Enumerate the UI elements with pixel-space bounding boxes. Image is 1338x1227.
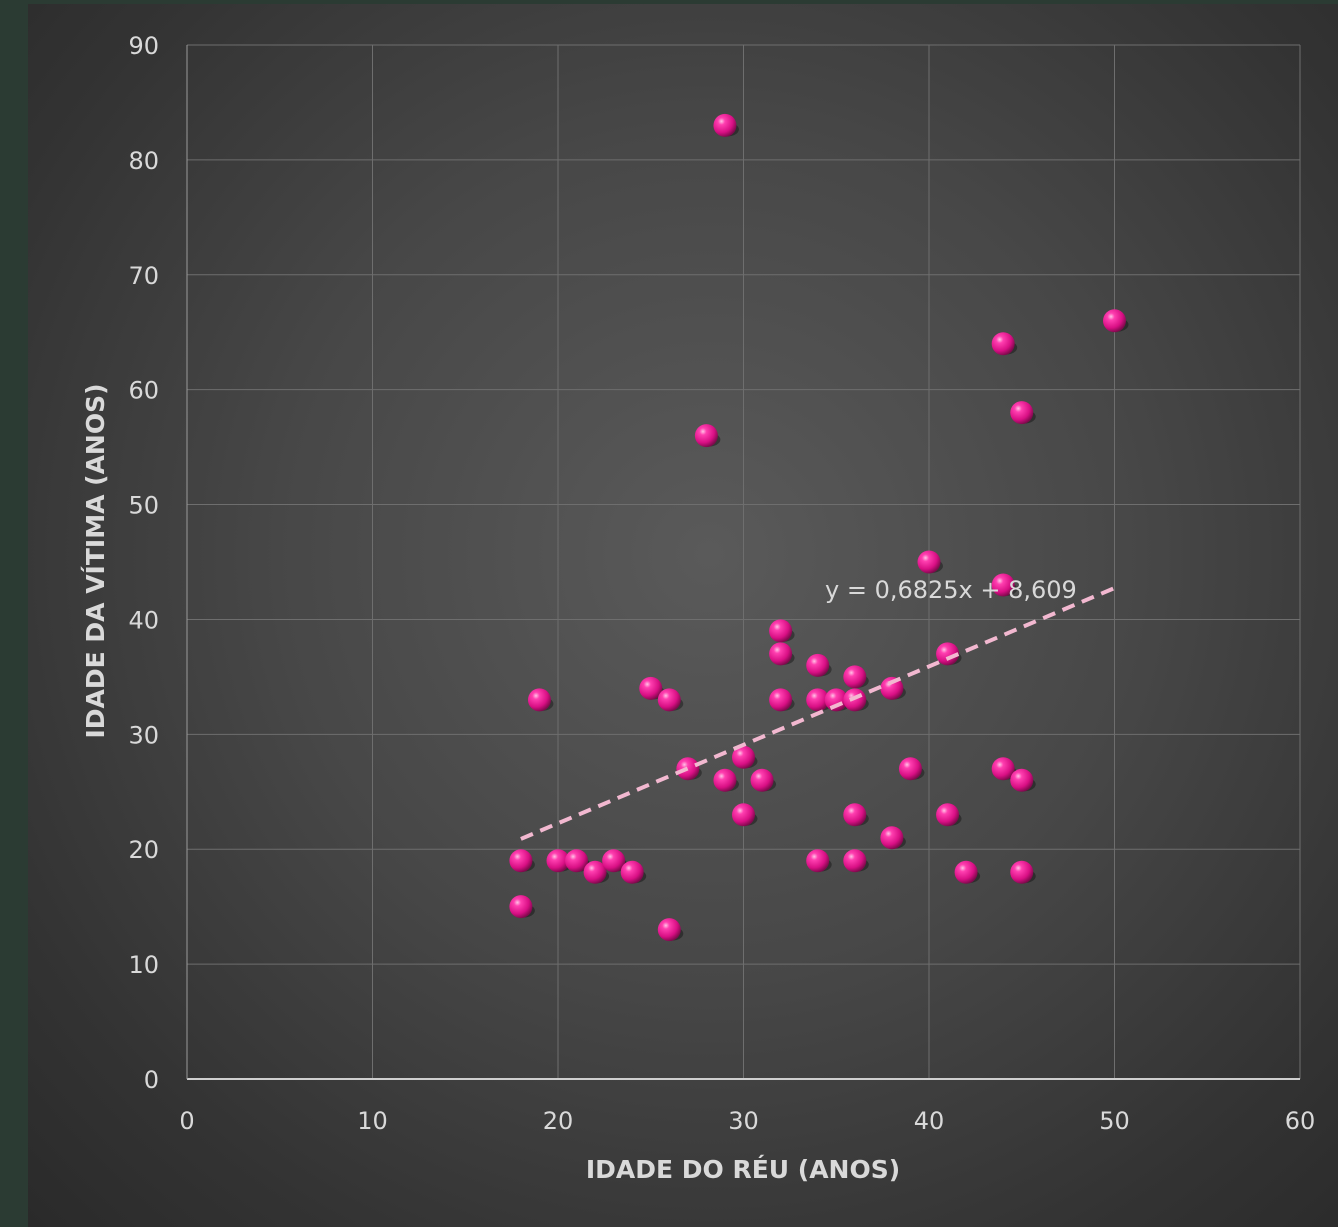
data-point <box>880 826 904 850</box>
data-point <box>713 113 737 137</box>
trendline-equation: y = 0,6825x + 8,609 <box>825 576 1077 604</box>
y-tick-label: 0 <box>144 1066 159 1094</box>
data-point <box>936 803 960 827</box>
data-point <box>583 860 607 884</box>
x-tick-label: 0 <box>179 1107 194 1135</box>
y-tick-label: 40 <box>128 606 159 634</box>
data-points <box>509 113 1129 942</box>
data-point <box>713 768 737 792</box>
data-point <box>954 860 978 884</box>
data-point <box>694 424 718 448</box>
y-tick-label: 60 <box>128 377 159 405</box>
data-point <box>843 665 867 689</box>
data-point <box>880 676 904 700</box>
data-point <box>991 757 1015 781</box>
x-tick-label: 30 <box>728 1107 759 1135</box>
data-point <box>732 803 755 827</box>
data-point <box>806 688 830 712</box>
data-point <box>620 860 644 884</box>
data-point <box>546 849 570 873</box>
x-tick-label: 10 <box>357 1107 388 1135</box>
y-axis-title: IDADE DA VÍTIMA (ANOS) <box>81 383 110 738</box>
data-point <box>843 803 867 827</box>
data-point <box>750 768 774 792</box>
data-point <box>806 653 830 677</box>
data-point <box>1010 401 1034 425</box>
x-tick-label: 60 <box>1285 1107 1316 1135</box>
data-point <box>1010 768 1034 792</box>
x-tick-label: 20 <box>543 1107 574 1135</box>
data-point <box>936 642 960 666</box>
data-point <box>769 619 793 643</box>
data-point <box>991 573 1015 597</box>
data-point <box>509 895 533 919</box>
data-point <box>769 642 793 666</box>
data-point <box>843 849 867 873</box>
data-point <box>527 688 551 712</box>
data-point <box>898 757 922 781</box>
y-tick-label: 70 <box>128 262 159 290</box>
x-tick-label: 40 <box>914 1107 945 1135</box>
data-point <box>602 849 626 873</box>
data-point <box>1010 860 1034 884</box>
y-tick-label: 80 <box>128 147 159 175</box>
data-point <box>676 757 700 781</box>
y-tick-label: 90 <box>128 32 159 60</box>
data-point <box>991 332 1015 356</box>
trendline-group <box>520 586 1116 841</box>
data-point <box>657 688 681 712</box>
data-point <box>657 918 681 942</box>
data-point <box>769 688 793 712</box>
data-point <box>639 676 663 700</box>
y-tick-label: 20 <box>128 836 159 864</box>
x-tick-label: 50 <box>1099 1107 1130 1135</box>
data-point <box>1103 309 1126 333</box>
y-tick-label: 50 <box>128 492 159 520</box>
trendline <box>520 586 1116 841</box>
data-point <box>509 849 533 873</box>
axes <box>186 45 1300 1080</box>
data-point <box>565 849 589 873</box>
chart-panel <box>28 4 1338 1227</box>
gridlines <box>187 44 1301 1079</box>
data-point <box>917 550 941 574</box>
tick-labels: 0 10 20 30 40 50 60 0 10 20 30 40 50 60 70 80 90 <box>128 32 1315 1135</box>
data-point <box>732 745 755 769</box>
y-tick-label: 30 <box>128 721 159 749</box>
x-axis-title: IDADE DO RÉU (ANOS) <box>586 1155 900 1184</box>
y-tick-label: 10 <box>128 951 159 979</box>
data-point <box>806 849 830 873</box>
data-point <box>824 688 848 712</box>
